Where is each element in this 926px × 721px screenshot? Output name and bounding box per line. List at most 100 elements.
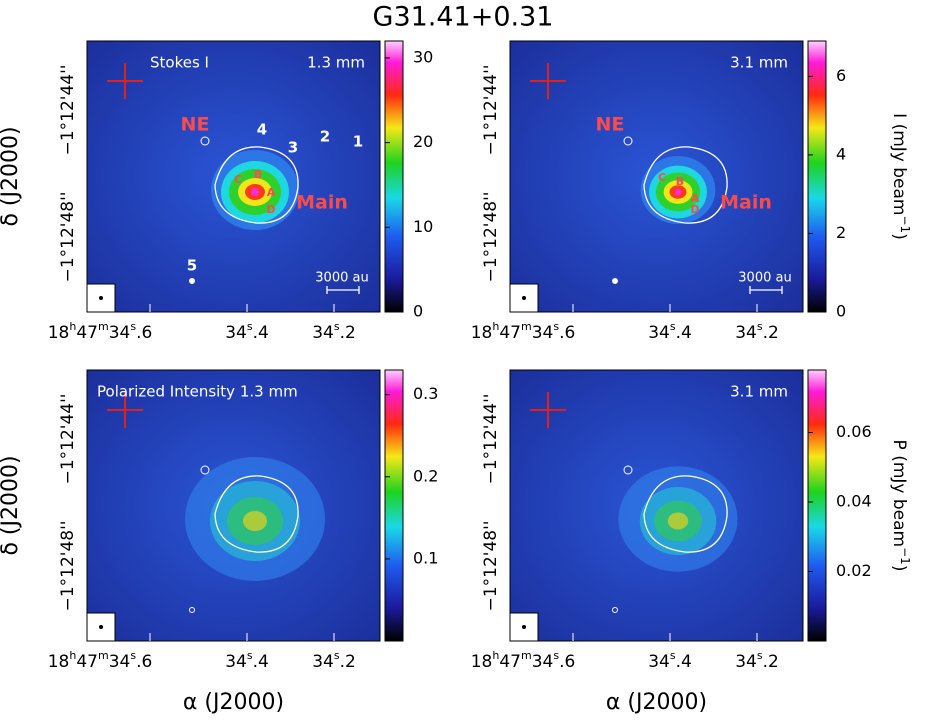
y-tick-label: −1°12'48'': [481, 192, 501, 283]
contour: [189, 278, 195, 284]
annotation: D: [266, 203, 275, 216]
colorbar-label: I (mJy beam−1): [889, 113, 912, 240]
contour: [200, 136, 210, 146]
colorbar-label: P (mJy beam−1): [889, 440, 912, 572]
colorbar-tick-label: 2: [836, 223, 846, 242]
x-tick-label: 34s.4: [225, 320, 269, 343]
panel-label: 3.1 mm: [730, 383, 788, 401]
colorbar-tick-label: 0.06: [836, 422, 872, 441]
annotation: A: [691, 192, 700, 205]
x-tick-label: 18h47m34s.6: [471, 320, 576, 343]
x-tick-part: .4: [253, 323, 269, 343]
x-tick-label: 34s.2: [735, 649, 779, 672]
x-tick-part: 34: [109, 323, 131, 343]
x-tick-part: m: [521, 320, 532, 333]
colorbar: [384, 40, 404, 313]
x-tick-part: s: [334, 649, 340, 662]
x-tick-label: 18h47m34s.6: [48, 649, 153, 672]
x-tick-part: 34: [532, 652, 554, 672]
x-tick-part: m: [521, 649, 532, 662]
x-tick-label: 34s.2: [312, 320, 356, 343]
colorbar-tick-label: 0.1: [413, 548, 438, 567]
x-tick-part: 34: [735, 652, 757, 672]
x-tick-part: .6: [136, 323, 152, 343]
annotation: A: [267, 186, 276, 199]
annotation: Main: [296, 192, 348, 214]
panel-label: 1.3 mm: [307, 54, 365, 72]
beam: [522, 625, 526, 629]
colorbar: [807, 40, 827, 313]
colorbar-label-part: P (mJy beam: [889, 440, 909, 548]
emission: [251, 188, 259, 196]
colorbar-tick-label: 10: [413, 217, 433, 236]
frame: [86, 369, 381, 642]
x-tick-part: .4: [676, 323, 692, 343]
annotation: Main: [720, 192, 772, 214]
beam: [522, 296, 526, 300]
x-tick-part: .6: [559, 323, 575, 343]
beam: [99, 625, 103, 629]
x-tick-part: 34: [225, 323, 247, 343]
emission: [674, 188, 682, 196]
x-tick-part: s: [670, 649, 676, 662]
x-tick-part: s: [247, 320, 253, 333]
annotation: 3: [288, 139, 298, 157]
annotation: NE: [596, 114, 625, 136]
colorbar-label-part: −1: [898, 547, 912, 565]
x-tick-part: 34: [109, 652, 131, 672]
contour: [643, 475, 728, 553]
x-tick-label: 18h47m34s.6: [48, 320, 153, 343]
x-tick-part: 18: [48, 652, 70, 672]
annotation: 2: [320, 128, 330, 146]
scale-bar-label: 3000 au: [315, 271, 368, 286]
x-tick-part: .4: [253, 652, 269, 672]
scale-bar: [749, 286, 783, 294]
contour: [643, 146, 728, 224]
colorbar: [807, 369, 827, 642]
x-tick-part: s: [553, 320, 559, 333]
scale-bar: [326, 286, 360, 294]
x-tick-part: s: [247, 649, 253, 662]
x-tick-part: m: [98, 320, 109, 333]
x-tick-part: s: [130, 320, 136, 333]
x-tick-part: 34: [648, 652, 670, 672]
panel: 3.1 mm: [509, 369, 804, 642]
panel: Stokes I 1.3 mm NE Main 4 3 2 1 5 ABC D 3000 au: [86, 40, 381, 313]
beam: [99, 296, 103, 300]
y-tick-label: −1°12'44'': [58, 394, 78, 485]
colorbar-tick-label: 30: [413, 47, 433, 66]
x-tick-part: s: [757, 649, 763, 662]
contour: [612, 278, 618, 284]
colorbar-tick-label: 0.04: [836, 492, 872, 511]
annotation: C: [658, 171, 666, 184]
emission: [243, 511, 267, 531]
panel-label: Polarized Intensity 1.3 mm: [97, 383, 298, 401]
contour: [214, 146, 299, 224]
annotation: 5: [187, 257, 197, 275]
y-tick-label: −1°12'48'': [58, 521, 78, 612]
x-tick-part: 18: [471, 652, 493, 672]
x-tick-part: 47: [499, 323, 521, 343]
colorbar-tick-label: 4: [836, 144, 846, 163]
y-tick-label: −1°12'44'': [481, 65, 501, 156]
x-tick-part: m: [98, 649, 109, 662]
x-tick-part: 34: [312, 652, 334, 672]
annotation: D: [690, 203, 699, 216]
annotation: NE: [181, 114, 210, 136]
x-tick-part: s: [553, 649, 559, 662]
x-tick-part: .2: [340, 323, 356, 343]
x-axis-label: α (J2000): [606, 690, 707, 715]
x-tick-part: 18: [48, 323, 70, 343]
x-tick-label: 34s.4: [648, 649, 692, 672]
frame: [86, 40, 381, 313]
colorbar: [384, 369, 404, 642]
annotation: B: [254, 168, 262, 181]
cross: [530, 392, 566, 428]
x-tick-part: 18: [471, 323, 493, 343]
y-axis-label: δ (J2000): [0, 455, 23, 555]
frame: [509, 369, 804, 642]
x-tick-part: 47: [76, 652, 98, 672]
cross: [530, 63, 566, 99]
x-tick-part: h: [69, 649, 76, 662]
cross: [107, 392, 143, 428]
